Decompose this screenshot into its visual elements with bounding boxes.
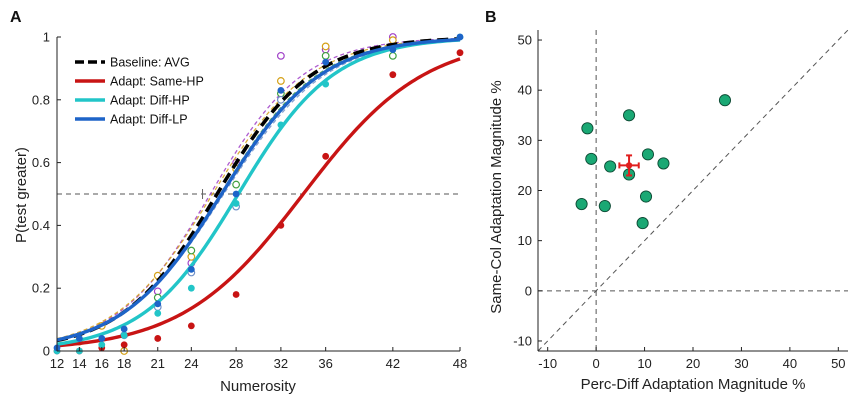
y-tick-label: 50 (518, 33, 532, 48)
x-tick-label: 36 (318, 356, 332, 371)
panel-b-label: B (485, 9, 497, 26)
data-point (154, 335, 162, 342)
individual-data-point (276, 77, 285, 85)
y-tick-label: 0 (43, 344, 50, 359)
scatter-point (575, 197, 588, 211)
panel-b-y-axis-label: Same-Col Adaptation Magnitude % (488, 80, 505, 313)
x-tick-label: 42 (386, 356, 400, 371)
x-tick-label: 18 (117, 356, 131, 371)
data-point (187, 265, 195, 273)
data-point (277, 222, 285, 229)
panel-b-x-axis-label: Perc-Diff Adaptation Magnitude % (581, 376, 806, 393)
data-point (120, 331, 128, 339)
panel-a-label: A (10, 9, 22, 26)
data-point (232, 200, 240, 207)
scatter-point (657, 157, 670, 170)
data-point (120, 325, 128, 333)
data-point (322, 152, 330, 160)
scatter-point (718, 94, 732, 107)
individual-data-point (187, 252, 196, 261)
y-tick-label: 0 (525, 283, 532, 298)
scatter-plot-area (537, 29, 849, 352)
panel-a-psychometric-chart: A 12 14 16 18 21 24 28 32 36 42 48 0 0.2 0.4 0.6 0.8 1 N… (10, 9, 467, 394)
data-point (456, 49, 464, 57)
data-point (98, 341, 106, 349)
x-tick-label: 12 (50, 356, 64, 371)
data-point (232, 291, 240, 298)
data-point (187, 284, 195, 292)
x-tick-label: 14 (72, 356, 86, 371)
individual-data-point (232, 180, 241, 189)
identity-line (537, 29, 849, 352)
y-tick-label: 0.8 (32, 92, 50, 107)
panel-b-scatter-chart: B -10 0 10 20 30 40 50 -10 0 10 20 30 40 50 Perc-Diff… (485, 9, 849, 393)
data-point (322, 58, 330, 66)
scatter-point (598, 199, 611, 213)
x-tick-label: 40 (783, 356, 797, 371)
scatter-point (636, 217, 649, 230)
y-tick-label: 0.2 (32, 281, 50, 296)
individual-data-point (321, 51, 330, 60)
panel-a-axes: 12 14 16 18 21 24 28 32 36 42 48 0 0.2 0.4 0.6 0.8 1 (32, 30, 467, 372)
individual-data-point (153, 287, 162, 296)
x-tick-label: 50 (831, 356, 845, 371)
data-point (120, 341, 128, 349)
x-tick-label: 32 (274, 356, 288, 371)
individual-data-point (388, 36, 397, 45)
y-tick-label: 20 (518, 183, 532, 198)
data-point (389, 71, 397, 79)
scatter-point (585, 152, 598, 165)
legend-entry-label: Adapt: Diff-HP (110, 94, 190, 108)
legend-entry-label: Baseline: AVG (110, 56, 190, 70)
y-tick-label: 0.4 (32, 218, 50, 233)
individual-data-point (276, 51, 285, 60)
panel-a-x-axis-label: Numerosity (220, 378, 296, 394)
y-tick-label: 0.6 (32, 155, 50, 170)
panel-a-legend: Baseline: AVG Adapt: Same-HP Adapt: Diff-H… (75, 56, 204, 127)
psychometric-series-group (53, 33, 464, 355)
x-tick-label: 21 (151, 356, 165, 371)
individual-data-point (187, 246, 196, 255)
data-point (187, 322, 195, 330)
y-tick-label: 1 (43, 30, 50, 45)
data-point (277, 86, 285, 94)
x-tick-label: 10 (637, 356, 651, 371)
y-tick-label: -10 (513, 333, 532, 348)
scatter-point (623, 109, 636, 122)
data-point (75, 335, 83, 342)
data-point (232, 190, 240, 198)
data-point (154, 309, 162, 317)
data-point (456, 33, 464, 41)
x-tick-label: 0 (593, 356, 600, 371)
scatter-point (639, 190, 653, 203)
scatter-point (641, 148, 655, 161)
x-tick-label: 48 (453, 356, 467, 371)
y-tick-label: 30 (518, 133, 532, 148)
x-tick-label: 24 (184, 356, 198, 371)
data-point (154, 300, 162, 308)
data-point (277, 121, 285, 129)
legend-entry-label: Adapt: Diff-LP (110, 113, 188, 127)
x-tick-label: 30 (734, 356, 748, 371)
y-tick-label: 10 (518, 233, 532, 248)
panel-a-y-axis-label: P(test greater) (13, 147, 30, 243)
data-point (389, 46, 397, 53)
x-tick-label: -10 (538, 356, 557, 371)
scatter-point (604, 160, 617, 173)
individual-data-point (321, 42, 330, 51)
scatter-point (581, 122, 594, 135)
mean-point (625, 162, 633, 169)
data-point (98, 335, 106, 342)
individual-data-point (388, 51, 397, 60)
legend-entry-label: Adapt: Same-HP (110, 75, 204, 89)
y-tick-label: 40 (518, 83, 532, 98)
panel-b-axes: -10 0 10 20 30 40 50 -10 0 10 20 30 40 50 (513, 30, 848, 371)
x-tick-label: 16 (95, 356, 109, 371)
x-tick-label: 20 (686, 356, 700, 371)
x-tick-label: 28 (229, 356, 243, 371)
data-point (322, 80, 330, 88)
